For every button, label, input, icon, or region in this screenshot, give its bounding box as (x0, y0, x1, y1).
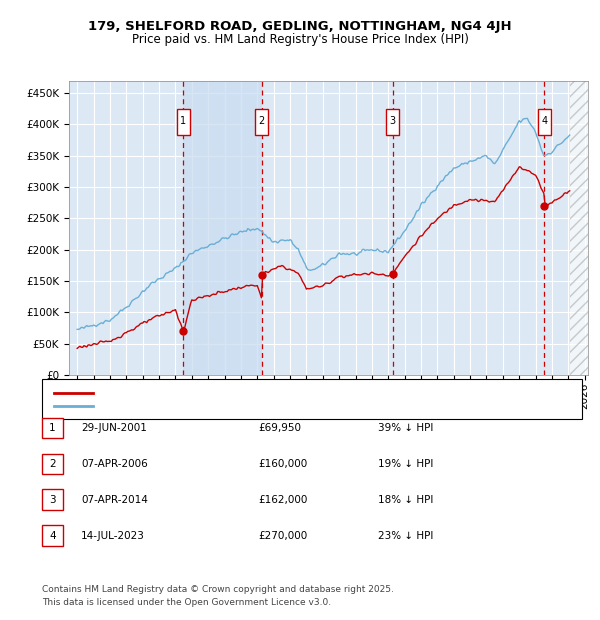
Text: 2: 2 (259, 117, 265, 126)
FancyBboxPatch shape (177, 108, 190, 135)
Text: 1: 1 (181, 117, 187, 126)
Text: 4: 4 (49, 531, 56, 541)
Text: HPI: Average price, detached house, Gedling: HPI: Average price, detached house, Gedl… (98, 401, 331, 411)
Bar (569, 81, 588, 375)
Text: 2: 2 (49, 459, 56, 469)
Text: 39% ↓ HPI: 39% ↓ HPI (378, 423, 433, 433)
Text: 3: 3 (389, 117, 396, 126)
Text: 179, SHELFORD ROAD, GEDLING, NOTTINGHAM, NG4 4JH (detached house): 179, SHELFORD ROAD, GEDLING, NOTTINGHAM,… (98, 388, 490, 398)
Text: 19% ↓ HPI: 19% ↓ HPI (378, 459, 433, 469)
Text: £160,000: £160,000 (258, 459, 307, 469)
Text: 3: 3 (49, 495, 56, 505)
Text: £162,000: £162,000 (258, 495, 307, 505)
Text: 29-JUN-2001: 29-JUN-2001 (81, 423, 147, 433)
Text: £270,000: £270,000 (258, 531, 307, 541)
Bar (184, 81, 262, 375)
Text: 18% ↓ HPI: 18% ↓ HPI (378, 495, 433, 505)
FancyBboxPatch shape (386, 108, 399, 135)
Text: £69,950: £69,950 (258, 423, 301, 433)
Text: This data is licensed under the Open Government Licence v3.0.: This data is licensed under the Open Gov… (42, 598, 331, 607)
Text: Contains HM Land Registry data © Crown copyright and database right 2025.: Contains HM Land Registry data © Crown c… (42, 585, 394, 593)
Text: 179, SHELFORD ROAD, GEDLING, NOTTINGHAM, NG4 4JH: 179, SHELFORD ROAD, GEDLING, NOTTINGHAM,… (88, 20, 512, 33)
Text: 23% ↓ HPI: 23% ↓ HPI (378, 531, 433, 541)
Text: 1: 1 (49, 423, 56, 433)
FancyBboxPatch shape (255, 108, 268, 135)
Text: 07-APR-2006: 07-APR-2006 (81, 459, 148, 469)
Text: Price paid vs. HM Land Registry's House Price Index (HPI): Price paid vs. HM Land Registry's House … (131, 33, 469, 46)
Text: 4: 4 (541, 117, 548, 126)
FancyBboxPatch shape (538, 108, 551, 135)
Text: 14-JUL-2023: 14-JUL-2023 (81, 531, 145, 541)
Text: 07-APR-2014: 07-APR-2014 (81, 495, 148, 505)
